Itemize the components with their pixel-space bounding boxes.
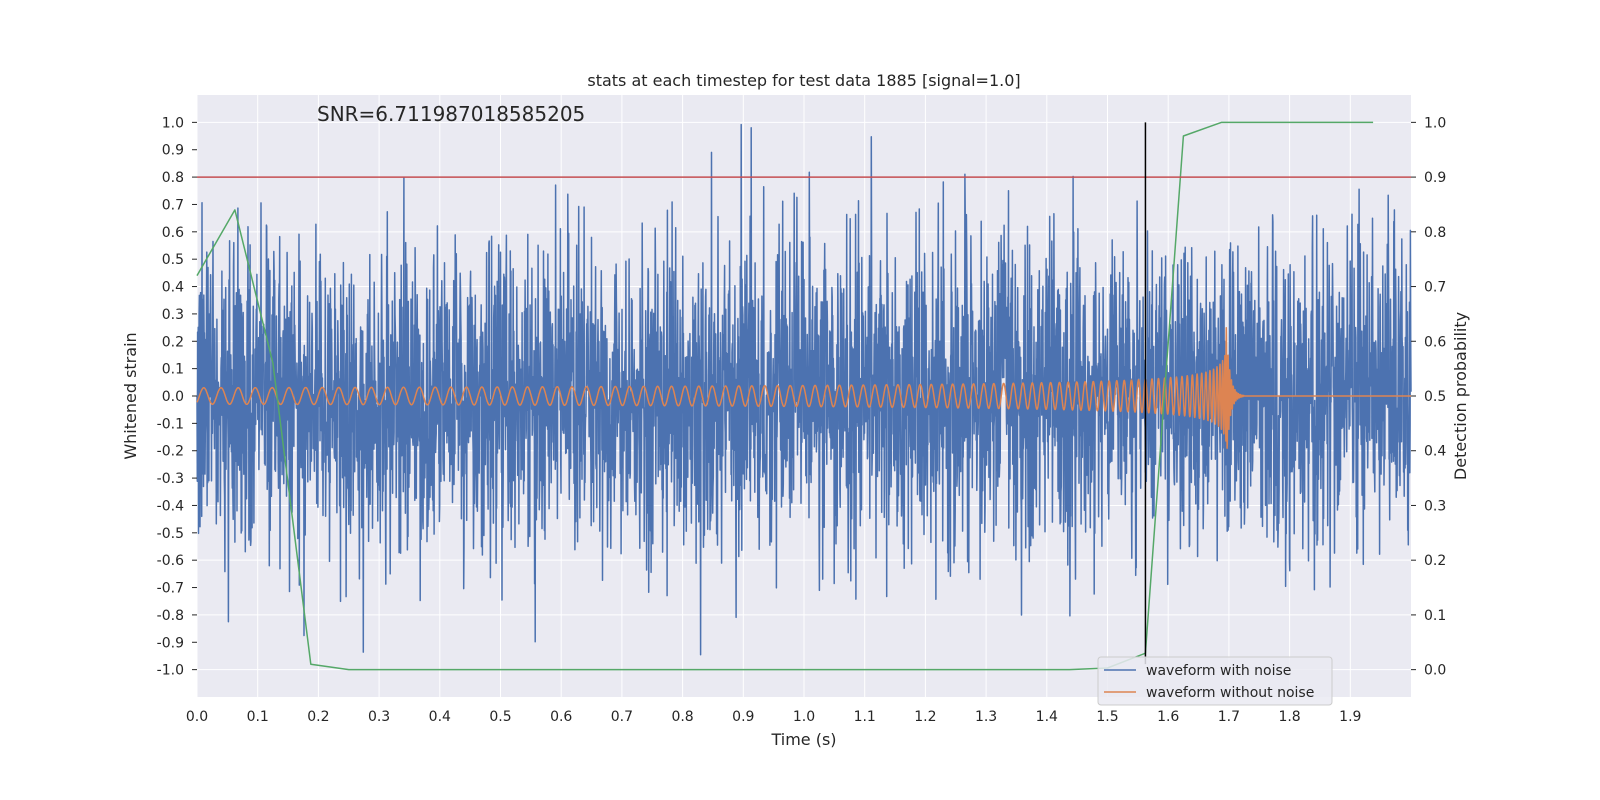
x-tick-label: 0.2: [307, 709, 329, 725]
x-tick-label: 1.6: [1157, 709, 1179, 725]
y-tick-label: 0.9: [162, 143, 184, 159]
x-tick-label: 0.3: [368, 709, 390, 725]
y-tick-label: 0.0: [162, 389, 184, 405]
x-tick-label: 0.4: [429, 709, 451, 725]
y2-tick-label: 0.5: [1424, 389, 1446, 405]
series-detection-probability: [196, 121, 1374, 671]
y-tick-label: 0.4: [162, 280, 184, 296]
overlay-layer: [197, 122, 1411, 665]
y-tick-label: -1.0: [157, 663, 184, 679]
y2-tick-label: 0.9: [1424, 170, 1446, 186]
y-tick-label: 0.7: [162, 197, 184, 213]
x-tick-label: 1.5: [1096, 709, 1118, 725]
y2-tick-label: 0.3: [1424, 498, 1446, 514]
x-tick-label: 1.8: [1278, 709, 1300, 725]
y2-tick-label: 0.4: [1424, 444, 1446, 460]
series-layer: [196, 121, 1412, 671]
series-waveform-without-noise: [196, 327, 1412, 449]
x-axis-label: Time (s): [770, 730, 836, 749]
x-tick-label: 1.9: [1339, 709, 1361, 725]
y-tick-label: 1.0: [162, 115, 184, 131]
legend-box: [1097, 656, 1333, 706]
y2-tick-labels: 0.0 0.1 0.2 0.3 0.4 0.5 0.6 0.7 0.8 0.9 1.0: [1411, 115, 1446, 679]
y-tick-label: -0.2: [157, 444, 184, 460]
y2-tick-label: 0.0: [1424, 663, 1446, 679]
x-tick-label: 0.9: [732, 709, 754, 725]
x-tick-label: 1.7: [1218, 709, 1240, 725]
x-tick-label: 0.7: [611, 709, 633, 725]
x-tick-label: 0.8: [671, 709, 693, 725]
y-axis-label: Whitened strain: [121, 332, 140, 459]
y2-tick-label: 0.8: [1424, 225, 1446, 241]
y2-tick-label: 0.7: [1424, 280, 1446, 296]
y2-tick-label: 0.1: [1424, 608, 1446, 624]
y-tick-label: 0.1: [162, 362, 184, 378]
chart-title: stats at each timestep for test data 188…: [587, 71, 1020, 90]
y2-tick-label: 0.2: [1424, 553, 1446, 569]
legend-label-clean: waveform without noise: [1146, 685, 1314, 701]
y2-axis-label: Detection probability: [1451, 312, 1470, 480]
y-tick-label: -0.5: [157, 526, 184, 542]
y-tick-label: -0.1: [157, 416, 184, 432]
x-tick-label: 1.4: [1036, 709, 1058, 725]
y-tick-label: -0.4: [157, 498, 184, 514]
x-tick-label: 1.2: [914, 709, 936, 725]
x-tick-label: 0.6: [550, 709, 572, 725]
y-tick-label: -0.7: [157, 581, 184, 597]
snr-annotation: SNR=6.711987018585205: [317, 102, 585, 126]
x-tick-label: 0.1: [247, 709, 269, 725]
y-tick-label: -0.9: [157, 635, 184, 651]
series-waveform-with-noise: [196, 123, 1412, 656]
legend: waveform with noise waveform without noi…: [1097, 656, 1333, 706]
x-tick-label: 1.3: [975, 709, 997, 725]
y2-tick-label: 0.6: [1424, 334, 1446, 350]
x-tick-label: 0.5: [489, 709, 511, 725]
x-tick-label: 1.1: [854, 709, 876, 725]
y-tick-label: 0.3: [162, 307, 184, 323]
x-tick-label: 1.0: [793, 709, 815, 725]
x-tick-labels: 0.0 0.1 0.2 0.3 0.4 0.5 0.6 0.7 0.8 0.9 1.0 1.1 1.2 1…: [186, 709, 1362, 725]
y-tick-labels: -1.0 -0.9 -0.8 -0.7 -0.6 -0.5 -0.4 -0.3 -0.2 -0.1…: [157, 115, 197, 679]
y-tick-label: -0.6: [157, 553, 184, 569]
y-tick-label: 0.5: [162, 252, 184, 268]
y-tick-label: 0.6: [162, 225, 184, 241]
y-tick-label: -0.8: [157, 608, 184, 624]
y-tick-label: 0.8: [162, 170, 184, 186]
y-tick-label: 0.2: [162, 334, 184, 350]
legend-label-noise: waveform with noise: [1146, 663, 1291, 679]
y-tick-label: -0.3: [157, 471, 184, 487]
x-tick-label: 0.0: [186, 709, 208, 725]
y2-tick-label: 1.0: [1424, 115, 1446, 131]
